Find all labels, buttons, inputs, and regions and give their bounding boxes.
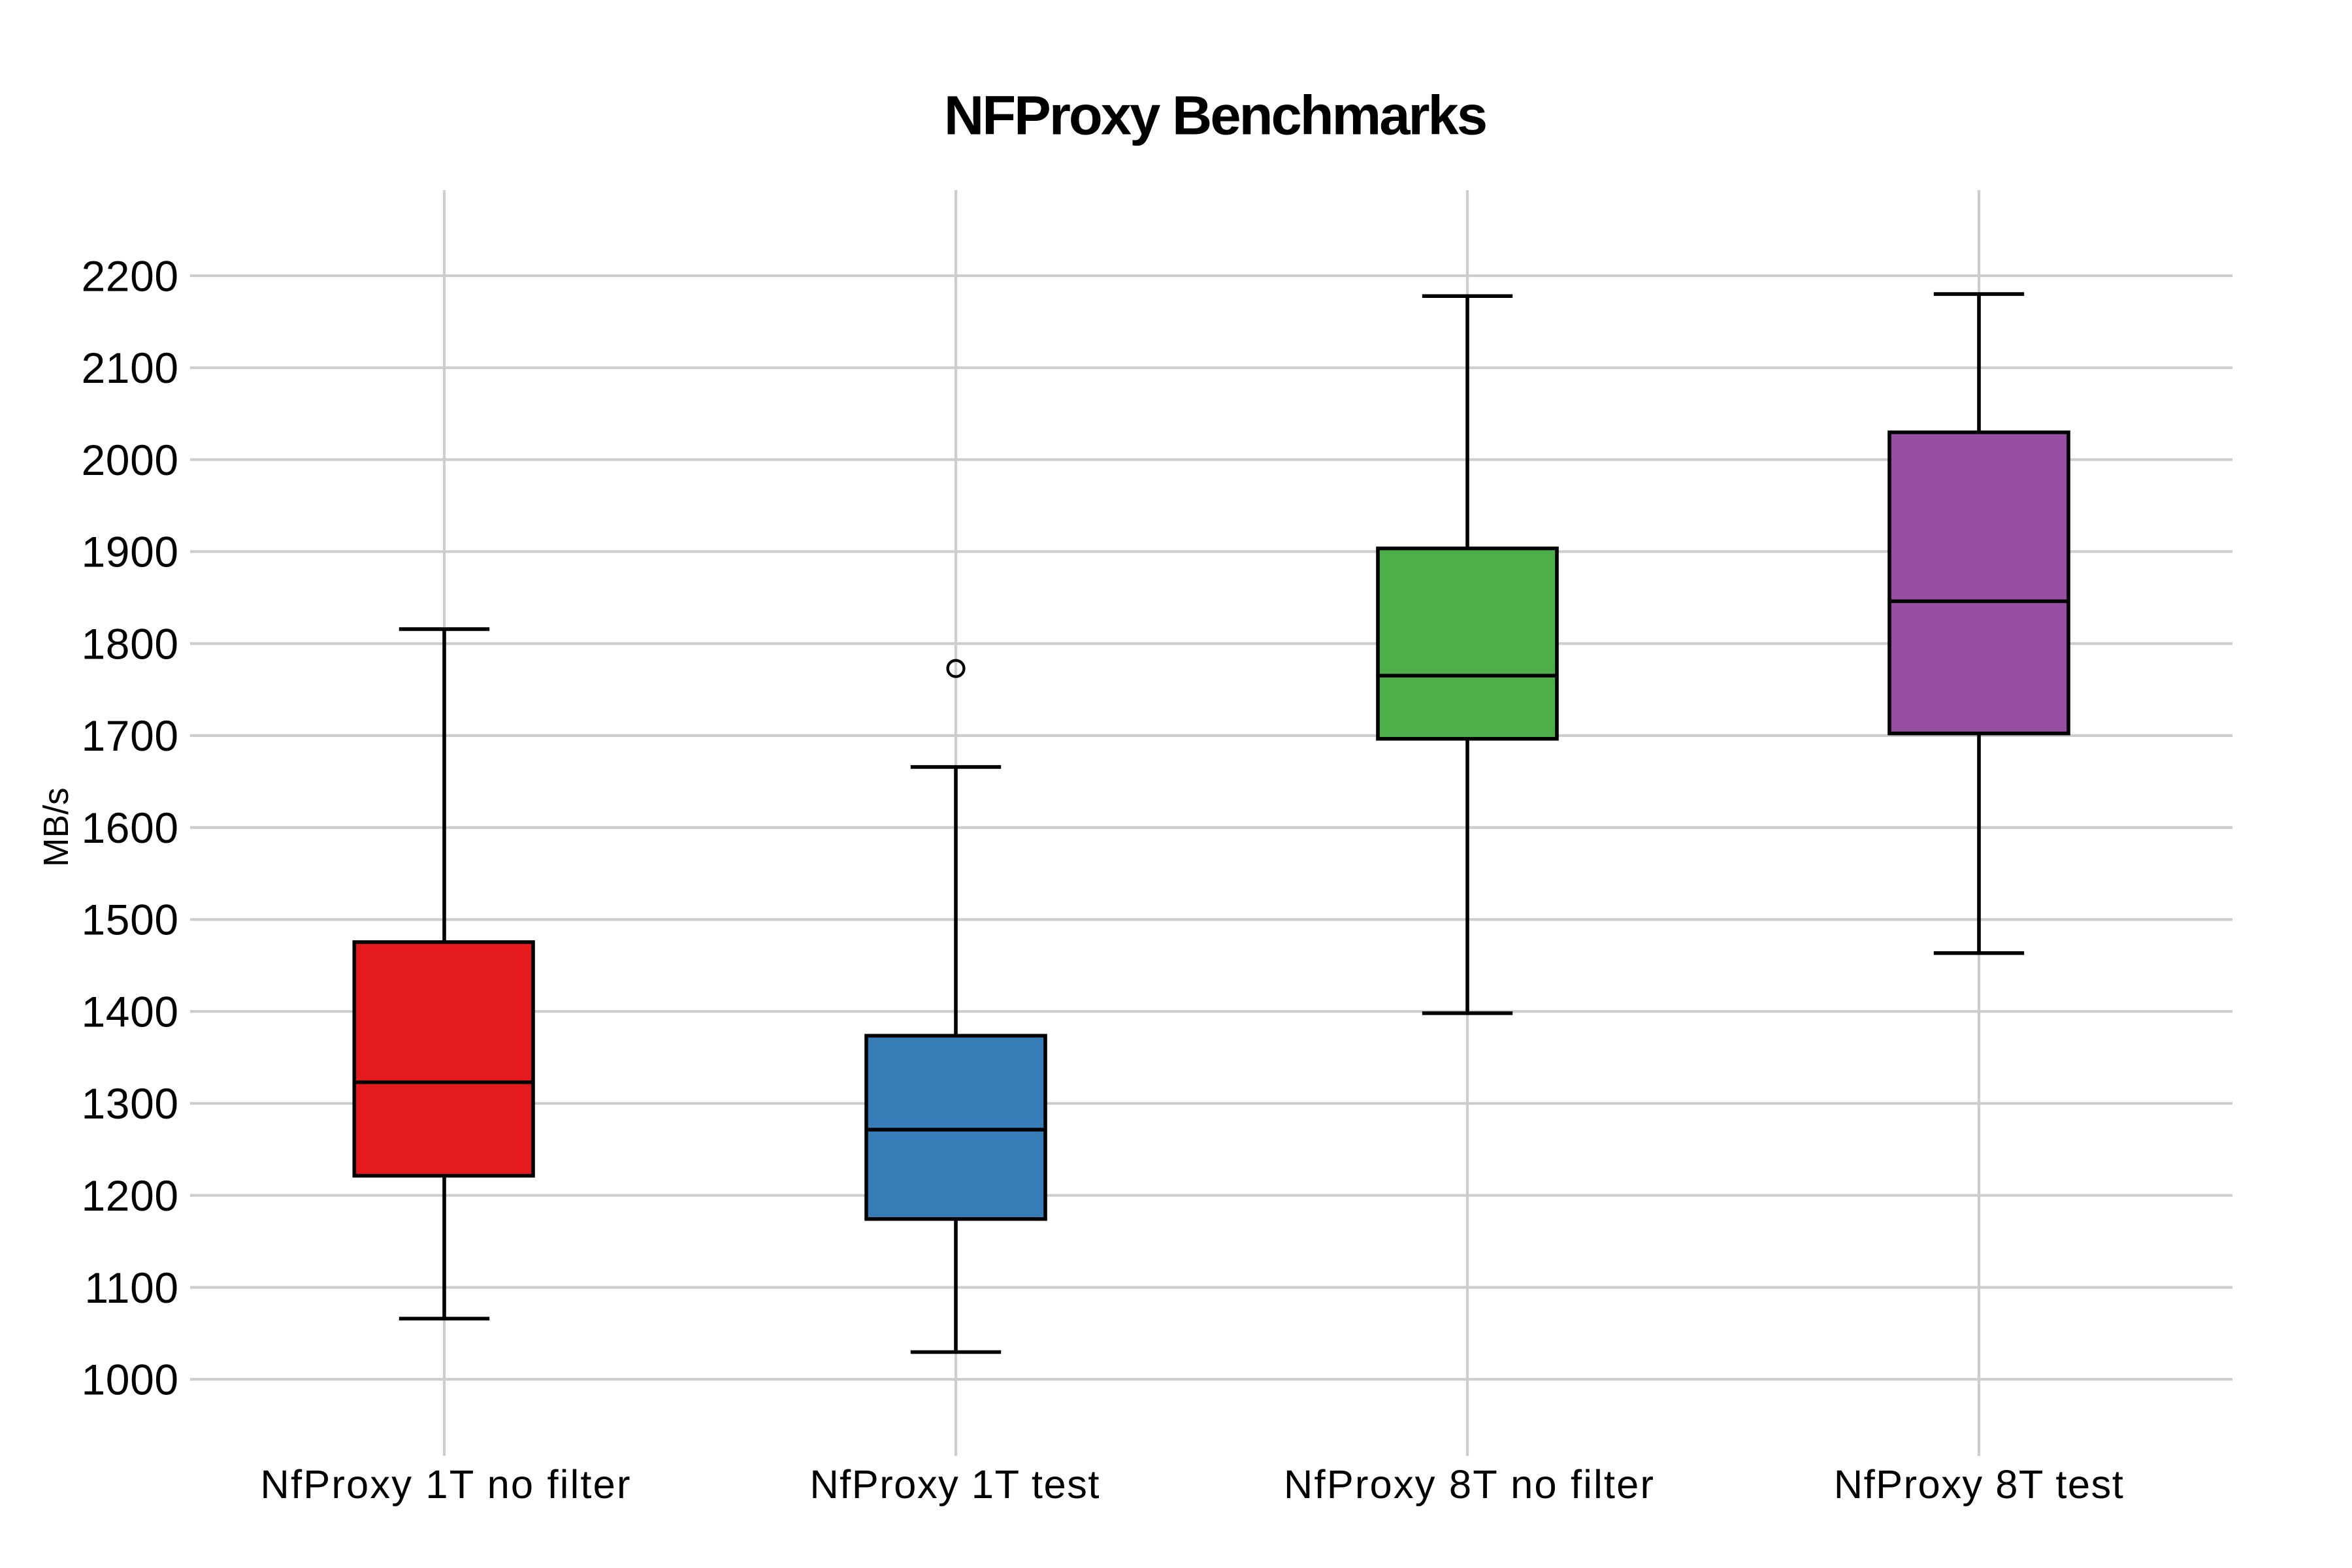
svg-text:1900: 1900 (81, 528, 178, 576)
svg-text:NfProxy 1T no filter: NfProxy 1T no filter (260, 1462, 631, 1507)
svg-text:1000: 1000 (81, 1356, 178, 1404)
svg-text:1800: 1800 (81, 619, 178, 668)
svg-text:NfProxy 1T test: NfProxy 1T test (809, 1462, 1100, 1507)
svg-text:1500: 1500 (81, 896, 178, 944)
svg-text:1400: 1400 (81, 988, 178, 1036)
svg-text:MB/s: MB/s (37, 787, 76, 867)
svg-text:NFProxy Benchmarks: NFProxy Benchmarks (944, 84, 1486, 146)
svg-text:1100: 1100 (84, 1264, 178, 1312)
svg-text:2200: 2200 (81, 252, 178, 300)
svg-text:2100: 2100 (81, 344, 178, 392)
svg-text:1200: 1200 (81, 1171, 178, 1220)
svg-text:1300: 1300 (81, 1079, 178, 1128)
svg-text:1600: 1600 (81, 804, 178, 852)
svg-text:1700: 1700 (81, 711, 178, 760)
svg-text:NfProxy 8T no filter: NfProxy 8T no filter (1284, 1462, 1655, 1507)
svg-text:2000: 2000 (81, 436, 178, 484)
svg-text:NfProxy 8T test: NfProxy 8T test (1834, 1462, 2125, 1507)
